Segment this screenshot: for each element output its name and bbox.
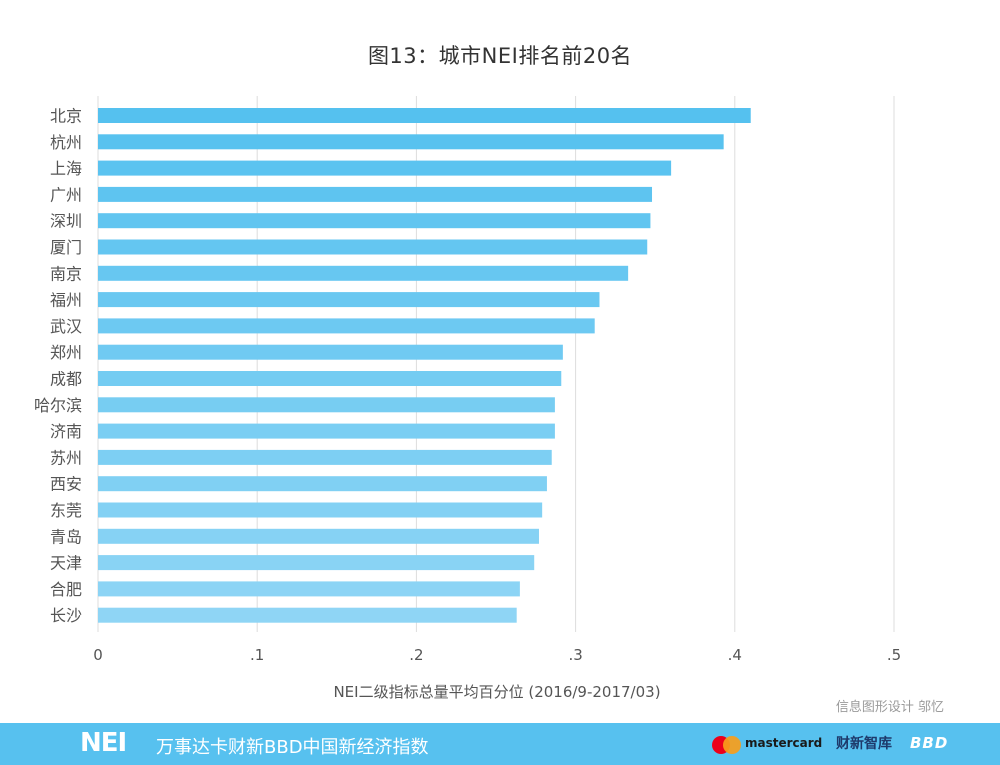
bar-6 — [98, 239, 648, 255]
category-label: 福州 — [50, 291, 82, 310]
category-label: 天津 — [50, 554, 82, 573]
bar-20 — [98, 607, 517, 623]
category-label: 上海 — [50, 159, 82, 178]
category-label: 苏州 — [50, 448, 82, 467]
bar-12 — [98, 397, 555, 413]
x-tick-label: .4 — [728, 646, 742, 664]
footer-subtitle: 万事达卡财新BBD中国新经济指数 — [156, 737, 429, 758]
bar-8 — [98, 292, 600, 308]
category-label: 成都 — [50, 370, 82, 389]
category-label: 长沙 — [50, 606, 82, 625]
gridlines — [97, 96, 895, 632]
category-labels: 北京杭州上海广州深圳厦门南京福州武汉郑州成都哈尔滨济南苏州西安东莞青岛天津合肥长… — [34, 107, 82, 626]
category-label: 厦门 — [50, 238, 82, 257]
bar-9 — [98, 318, 595, 334]
category-label: 青岛 — [50, 527, 82, 546]
x-tick-label: .3 — [568, 646, 582, 664]
bar-16 — [98, 502, 543, 518]
bar-3 — [98, 160, 672, 176]
x-tick-label: .5 — [887, 646, 901, 664]
category-label: 武汉 — [50, 317, 82, 336]
footer-banner: NEI 万事达卡财新BBD中国新经济指数 mastercard 财新智库 BBD — [0, 723, 1000, 765]
x-tick-label: .1 — [250, 646, 264, 664]
bar-18 — [98, 555, 535, 571]
category-label: 合肥 — [50, 580, 82, 599]
category-label: 东莞 — [50, 501, 82, 520]
category-label: 南京 — [50, 264, 82, 283]
nei-logo: NEI — [80, 728, 127, 758]
x-tick-label: .2 — [409, 646, 423, 664]
category-label: 杭州 — [50, 133, 82, 152]
bar-15 — [98, 476, 547, 492]
chart-title: 图13：城市NEI排名前20名 — [367, 44, 633, 68]
bar-14 — [98, 449, 552, 465]
category-label: 深圳 — [50, 212, 82, 231]
bar-10 — [98, 344, 563, 360]
bar-1 — [98, 108, 751, 123]
bar-5 — [98, 213, 651, 229]
category-label: 郑州 — [50, 343, 82, 362]
bar-chart: 北京杭州上海广州深圳厦门南京福州武汉郑州成都哈尔滨济南苏州西安东莞青岛天津合肥长… — [34, 96, 901, 701]
x-tick-labels: 0 .1 .2 .3 .4 .5 — [93, 646, 901, 664]
bbd-logo: BBD — [910, 734, 949, 752]
x-axis-title: NEI二级指标总量平均百分位 (2016/9-2017/03) — [333, 683, 660, 701]
bar-2 — [98, 134, 724, 150]
bar-13 — [98, 423, 555, 439]
bar-4 — [98, 186, 653, 202]
category-label: 广州 — [50, 185, 82, 204]
category-label: 西安 — [50, 475, 82, 494]
bar-17 — [98, 528, 539, 544]
x-tick-label: 0 — [93, 646, 103, 664]
bars — [98, 108, 751, 623]
mastercard-wordmark: mastercard — [745, 736, 823, 750]
mastercard-logo-icon — [712, 736, 742, 754]
category-label: 哈尔滨 — [34, 396, 82, 415]
caixin-logo: 财新智库 — [836, 736, 892, 752]
bar-7 — [98, 265, 629, 281]
designer-credit: 信息图形设计 邬忆 — [835, 700, 944, 715]
category-label: 济南 — [50, 422, 82, 441]
bar-19 — [98, 581, 520, 597]
category-label: 北京 — [50, 107, 82, 126]
bar-11 — [98, 371, 562, 386]
